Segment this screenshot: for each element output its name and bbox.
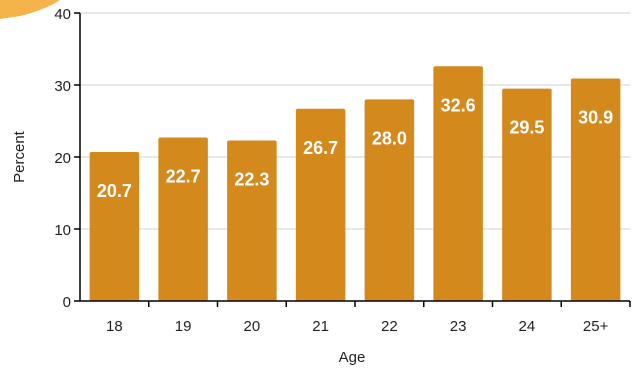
- x-tick-label: 22: [381, 318, 398, 335]
- bar-18: [89, 151, 140, 301]
- bar-value-label: 29.5: [509, 118, 544, 138]
- bar-19: [158, 137, 208, 301]
- x-tick-label: 25+: [583, 318, 609, 335]
- x-tick-label: 20: [244, 318, 261, 335]
- bar-24: [502, 88, 552, 301]
- bar-25+: [570, 78, 621, 302]
- y-tick-label: 10: [54, 222, 71, 239]
- bar-value-labels: 20.7 22.7 22.3 26.7 28.0 32.6 29.5 30.9: [97, 95, 613, 201]
- corner-accent-shape: [0, 0, 60, 19]
- y-tick-label: 0: [63, 294, 71, 311]
- x-tick-label: 23: [450, 318, 467, 335]
- bar-22: [364, 99, 415, 302]
- bar-value-label: 28.0: [372, 128, 407, 148]
- bar-21: [295, 108, 346, 301]
- x-tick-label: 24: [519, 318, 536, 335]
- bar-20: [227, 140, 277, 301]
- bar-value-label: 20.7: [97, 181, 132, 201]
- x-tick-label: 21: [312, 318, 329, 335]
- y-axis-label: Percent: [11, 130, 28, 183]
- bar-value-label: 32.6: [441, 95, 476, 115]
- y-tick-label: 30: [54, 78, 71, 95]
- bar-value-label: 22.3: [234, 169, 269, 189]
- bar-value-label: 26.7: [303, 138, 338, 158]
- axes: 0 10 20 30 40 18 19 20 21 22 23 24 25+: [54, 6, 631, 335]
- y-tick-label: 40: [54, 6, 71, 23]
- x-tick-label: 19: [175, 318, 192, 335]
- x-axis-label: Age: [339, 349, 366, 366]
- y-tick-label: 20: [54, 150, 71, 167]
- bar-23: [433, 66, 483, 301]
- x-tick-label: 18: [106, 318, 123, 335]
- bar-value-label: 30.9: [578, 108, 613, 128]
- bar-value-label: 22.7: [166, 167, 201, 187]
- bars: [89, 66, 621, 302]
